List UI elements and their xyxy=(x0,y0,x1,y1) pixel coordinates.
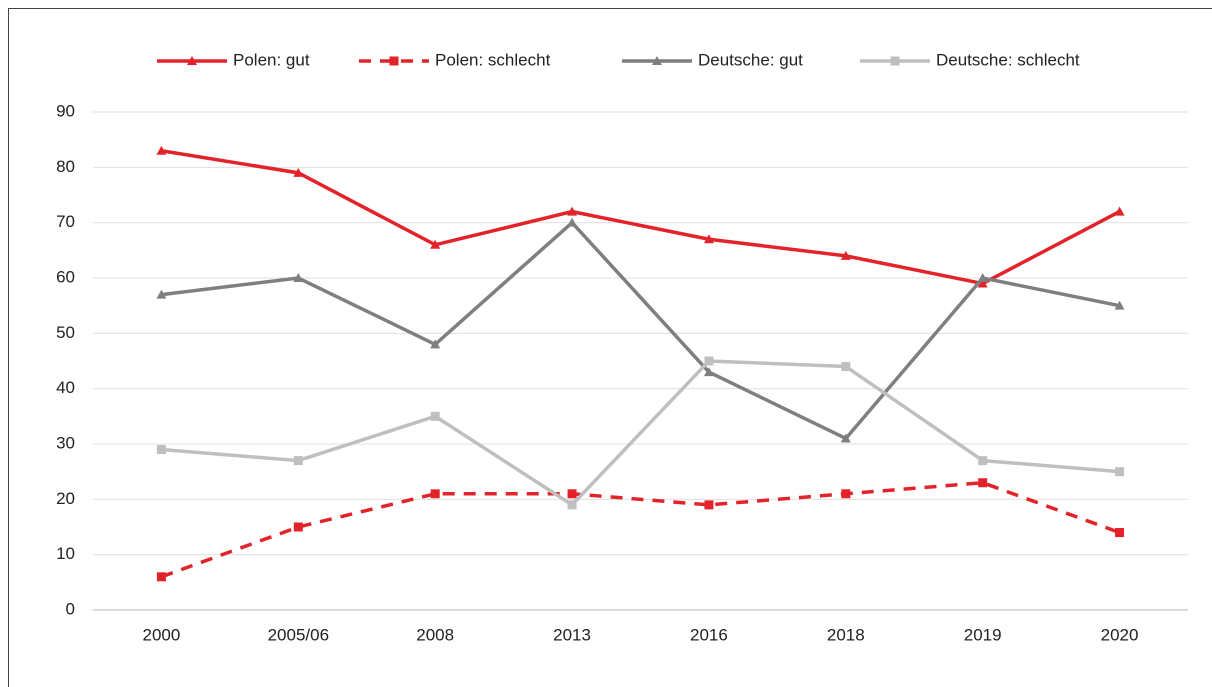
marker xyxy=(890,56,900,66)
marker xyxy=(652,56,662,65)
series-line xyxy=(161,359,1120,508)
marker xyxy=(430,489,440,499)
marker xyxy=(187,56,197,65)
marker xyxy=(430,239,441,249)
marker xyxy=(430,339,441,349)
x-tick-label: 2013 xyxy=(553,625,591,644)
legend-label: Deutsche: schlecht xyxy=(936,50,1080,69)
marker xyxy=(293,522,303,532)
marker xyxy=(840,433,851,443)
y-tick-label: 20 xyxy=(56,489,75,508)
marker xyxy=(1115,467,1125,477)
marker xyxy=(704,500,714,510)
y-tick-label: 80 xyxy=(56,157,75,176)
x-tick-label: 2000 xyxy=(143,625,181,644)
marker xyxy=(293,456,303,466)
y-tick-label: 90 xyxy=(56,101,75,120)
y-tick-label: 60 xyxy=(56,267,75,286)
marker xyxy=(293,167,304,177)
x-tick-label: 2018 xyxy=(827,625,865,644)
legend-label: Deutsche: gut xyxy=(698,50,803,69)
series-line xyxy=(161,149,1121,286)
marker xyxy=(1114,300,1125,310)
y-tick-label: 30 xyxy=(56,433,75,452)
y-tick-label: 40 xyxy=(56,378,75,397)
marker xyxy=(567,206,578,216)
marker xyxy=(840,250,851,260)
marker xyxy=(156,445,166,455)
marker xyxy=(841,362,851,372)
x-tick-label: 2008 xyxy=(416,625,454,644)
marker xyxy=(430,411,440,421)
frame xyxy=(8,8,1212,687)
marker xyxy=(156,289,167,299)
y-tick-label: 70 xyxy=(56,212,75,231)
marker xyxy=(1114,206,1125,216)
y-tick-label: 50 xyxy=(56,323,75,342)
y-tick-label: 0 xyxy=(66,599,75,618)
x-tick-label: 2019 xyxy=(964,625,1002,644)
y-tick-label: 10 xyxy=(56,544,75,563)
marker xyxy=(978,456,988,466)
marker xyxy=(567,500,577,510)
marker xyxy=(567,217,578,227)
marker xyxy=(704,356,714,366)
marker xyxy=(977,273,988,282)
marker xyxy=(703,367,714,377)
marker xyxy=(977,278,988,288)
x-tick-label: 2016 xyxy=(690,625,728,644)
legend-label: Polen: gut xyxy=(233,50,310,69)
x-tick-label: 2005/06 xyxy=(268,625,329,644)
marker xyxy=(841,489,851,499)
marker xyxy=(156,572,166,582)
marker xyxy=(1115,528,1125,538)
marker xyxy=(389,56,399,66)
x-tick-label: 2020 xyxy=(1101,625,1139,644)
marker xyxy=(293,273,304,282)
marker xyxy=(703,234,714,244)
marker xyxy=(156,145,167,155)
series-line xyxy=(161,220,1120,441)
marker xyxy=(978,478,988,488)
series-line xyxy=(160,480,1121,579)
legend-label: Polen: schlecht xyxy=(435,50,551,69)
marker xyxy=(567,489,577,499)
